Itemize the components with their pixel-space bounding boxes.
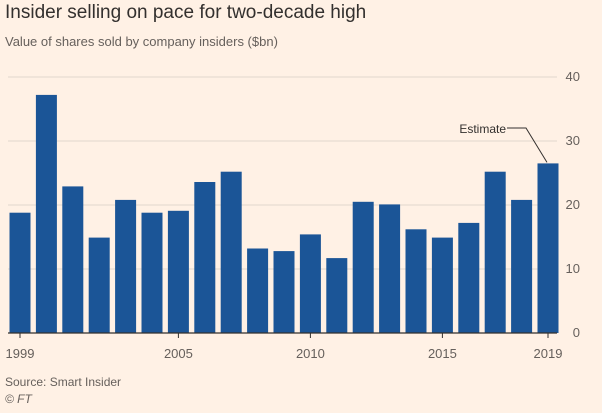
tick-labels: 0 10 20 30 40 1999 2005 2010 2015 2019	[6, 69, 580, 361]
source-note: Source: Smart Insider	[5, 375, 122, 389]
y-tick-label: 20	[566, 197, 580, 212]
x-tick-label: 2005	[164, 346, 193, 361]
y-tick-label: 40	[566, 69, 580, 84]
bar-2011	[326, 258, 348, 333]
bar-2001	[62, 186, 84, 333]
y-tick-label: 10	[566, 261, 580, 276]
bar-2017	[484, 171, 506, 333]
bar-2004	[141, 212, 163, 333]
bar-2018	[511, 199, 533, 333]
bar-2003	[115, 199, 137, 333]
annotations: Estimate	[459, 122, 548, 163]
bar-2007	[220, 171, 242, 333]
bars	[9, 94, 559, 334]
bar-2015	[431, 237, 453, 333]
bar-2012	[352, 201, 374, 333]
x-tick-label: 2015	[428, 346, 457, 361]
chart-subtitle: Value of shares sold by company insiders…	[5, 34, 278, 49]
bar-2009	[273, 251, 295, 333]
bar-2016	[458, 222, 480, 333]
chart-title: Insider selling on pace for two-decade h…	[5, 2, 367, 23]
bar-2014	[405, 229, 427, 333]
x-tick-label: 2010	[296, 346, 325, 361]
ft-credit: © FT	[5, 392, 32, 406]
axes	[8, 332, 557, 338]
estimate-leader-line	[507, 127, 548, 163]
estimate-annotation: Estimate	[459, 122, 506, 136]
bar-2000	[35, 94, 57, 334]
bar-1999	[9, 212, 31, 333]
bar-2013	[379, 204, 401, 333]
bar-2006	[194, 182, 216, 333]
bar-2010	[299, 234, 321, 333]
bar-2002	[88, 237, 110, 333]
x-tick-label: 2019	[534, 346, 563, 361]
y-tick-label: 30	[566, 133, 580, 148]
x-tick-label: 1999	[6, 346, 35, 361]
bar-2005	[167, 210, 189, 333]
y-tick-label: 0	[573, 325, 580, 340]
bar-2019	[537, 163, 559, 333]
bar-2008	[247, 248, 269, 333]
